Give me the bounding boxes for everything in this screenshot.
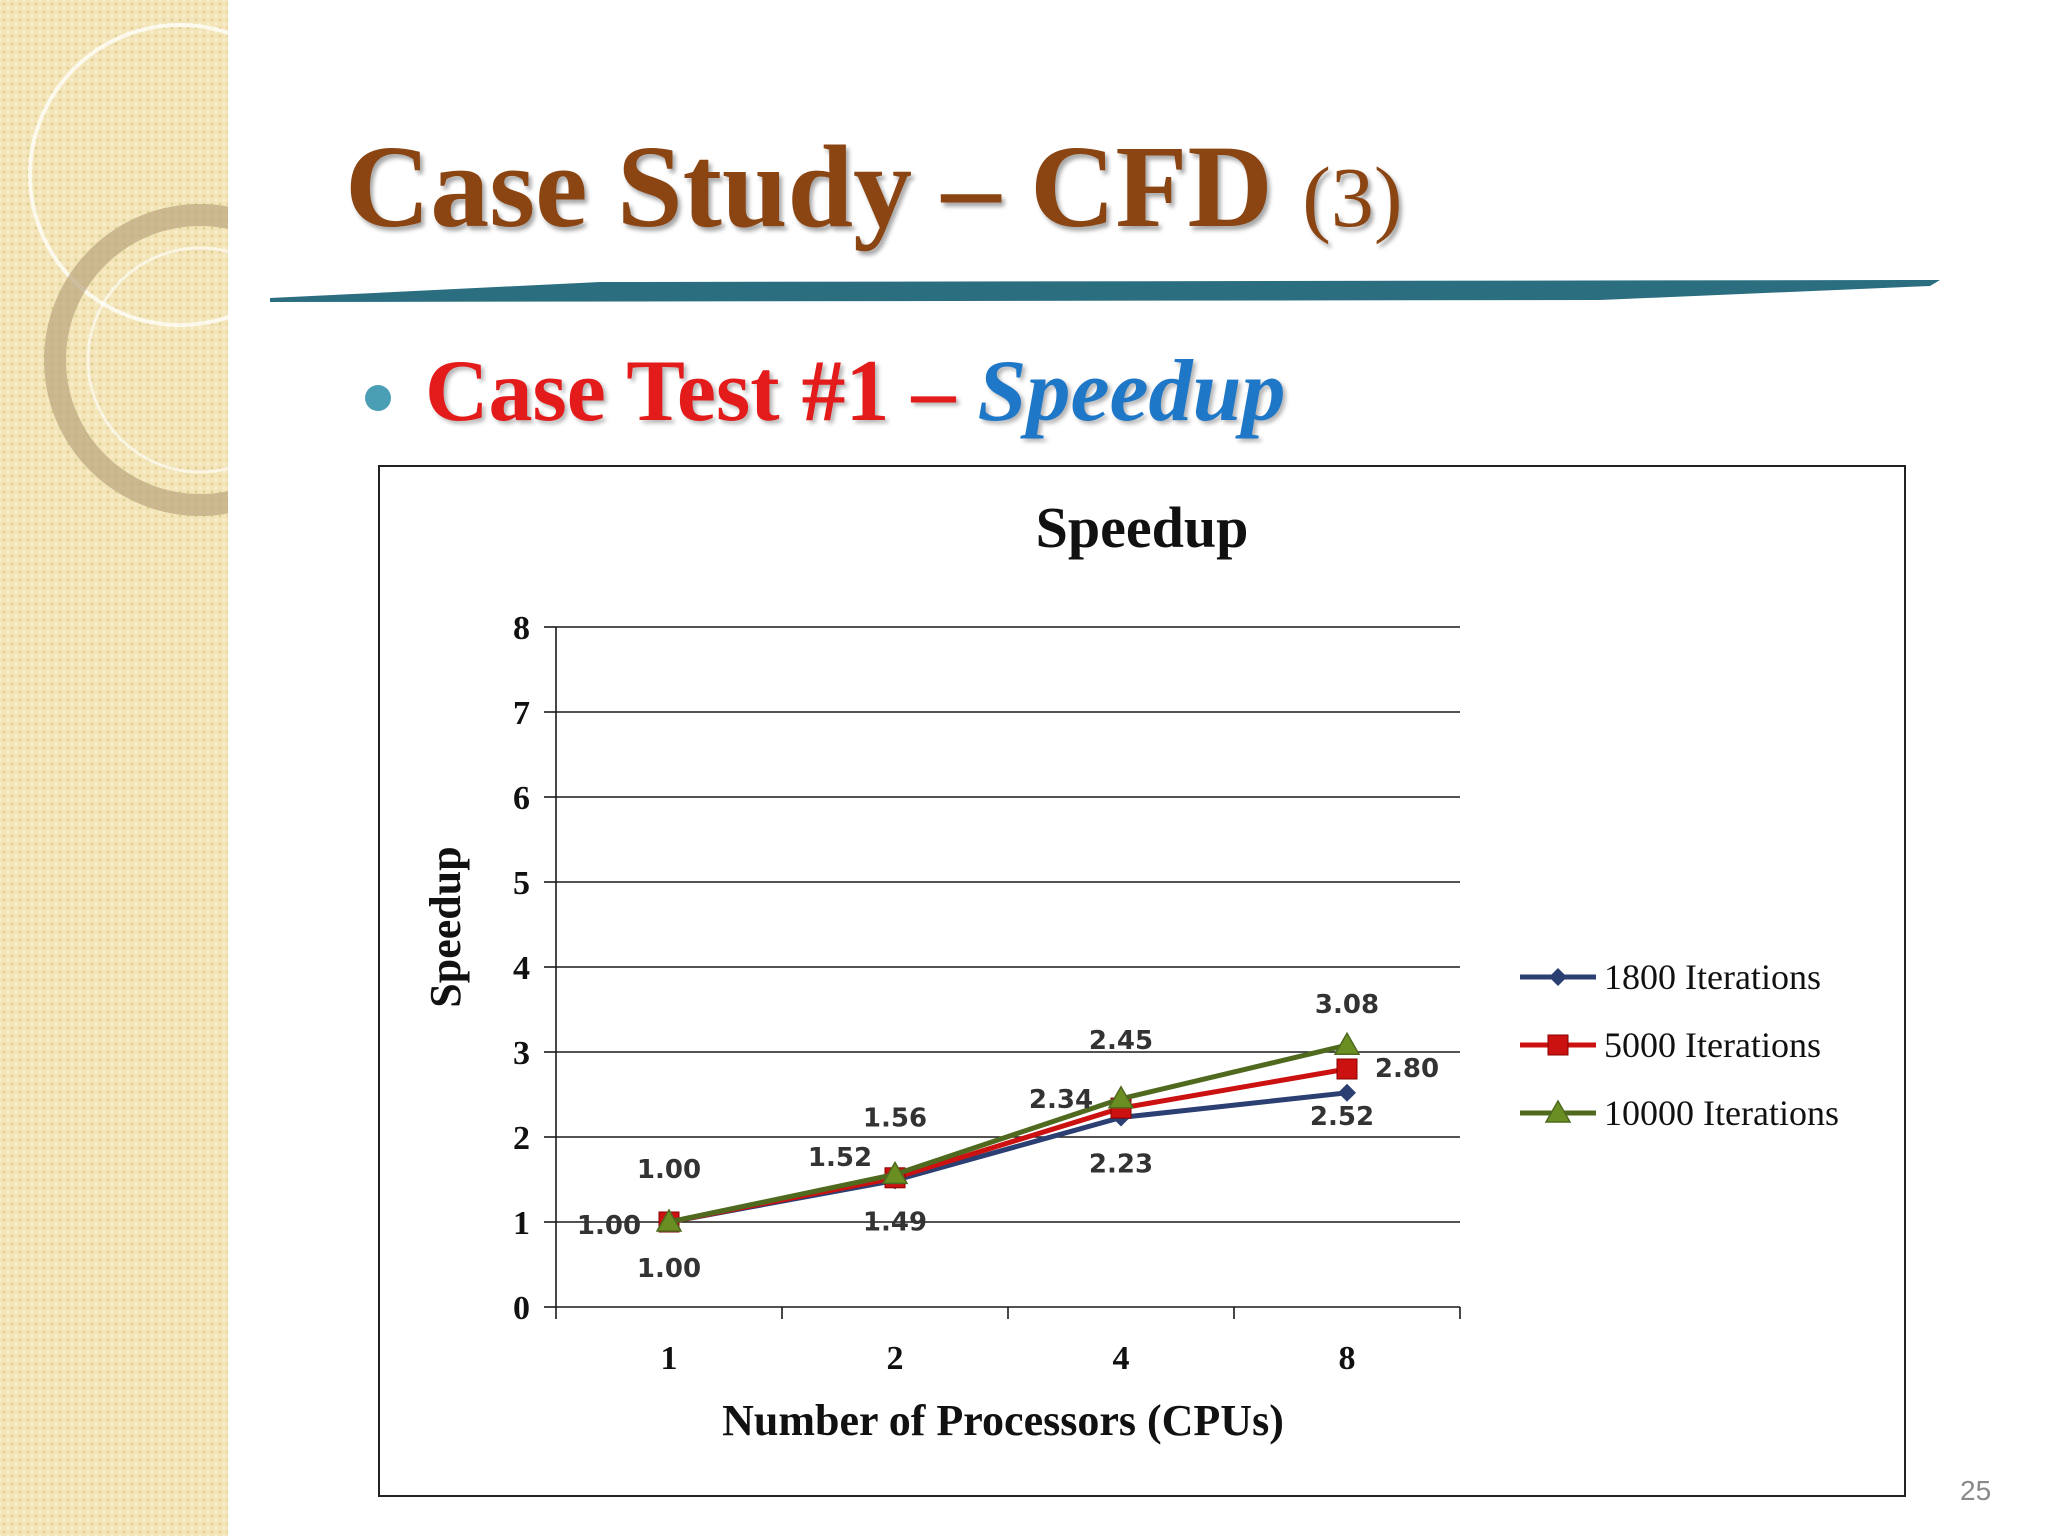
y-tick-label: 3 — [513, 1035, 530, 1072]
bullet-heading-red: Case Test #1 – — [425, 343, 956, 440]
legend: 1800 Iterations 5000 Iterations 10000 Iter… — [1520, 957, 1839, 1133]
data-labels: 1.00 1.49 2.23 2.52 1.00 1.52 2.34 2.80 1.00 1.56… — [577, 990, 1439, 1284]
bullet-heading-italic: Speedup — [977, 343, 1286, 440]
axes: 0 1 2 3 4 5 6 7 8 1 2 4 8 — [513, 610, 1461, 1377]
data-label: 3.08 — [1315, 990, 1379, 1020]
data-point — [1338, 1083, 1356, 1102]
data-label: 1.00 — [637, 1155, 701, 1185]
data-label: 1.52 — [808, 1143, 872, 1173]
decorative-sidebar — [0, 0, 228, 1536]
data-label: 1.49 — [863, 1207, 927, 1237]
legend-label: 10000 Iterations — [1604, 1093, 1839, 1133]
legend-label: 5000 Iterations — [1604, 1025, 1821, 1065]
data-label: 1.00 — [577, 1211, 641, 1241]
chart-frame: 0 1 2 3 4 5 6 7 8 1 2 4 8 1.00 1.49 2.23 2.52 1.00 1.52 2.… — [378, 465, 1906, 1497]
y-tick-label: 4 — [513, 950, 530, 987]
data-label: 1.00 — [637, 1254, 701, 1284]
y-tick-label: 7 — [513, 695, 530, 732]
x-tick-label: 2 — [887, 1340, 904, 1377]
slide-title: Case Study – CFD (3) — [345, 128, 1402, 246]
data-point — [655, 1208, 683, 1232]
data-label: 2.52 — [1310, 1102, 1374, 1132]
x-axis-title: Number of Processors (CPUs) — [722, 1396, 1284, 1445]
data-label: 2.45 — [1089, 1026, 1153, 1056]
slide-title-number: (3) — [1302, 149, 1403, 245]
data-label: 2.23 — [1089, 1149, 1153, 1179]
x-tick-label: 8 — [1339, 1340, 1356, 1377]
data-point — [1336, 1058, 1358, 1080]
series-lines — [655, 1031, 1361, 1233]
bullet-heading: Case Test #1 – Speedup — [425, 348, 1286, 436]
y-tick-label: 6 — [513, 780, 530, 817]
series-line-10000-iterations — [668, 1042, 1348, 1225]
title-underline — [270, 280, 1940, 302]
y-tick-label: 5 — [513, 865, 530, 902]
legend-label: 1800 Iterations — [1604, 957, 1821, 997]
y-tick-label: 1 — [513, 1205, 530, 1242]
grid-lines — [556, 626, 1460, 1223]
legend-marker — [1547, 1034, 1569, 1056]
y-tick-label: 8 — [513, 610, 530, 647]
data-point — [881, 1160, 909, 1185]
data-label: 2.80 — [1375, 1054, 1439, 1084]
x-tick-label: 4 — [1113, 1340, 1130, 1377]
legend-marker — [1544, 1099, 1572, 1123]
data-point — [1333, 1031, 1361, 1055]
y-tick-label: 2 — [513, 1120, 530, 1157]
data-point — [1107, 1085, 1135, 1109]
data-label: 1.56 — [863, 1103, 927, 1133]
legend-marker — [1549, 968, 1567, 986]
speedup-chart: 0 1 2 3 4 5 6 7 8 1 2 4 8 1.00 1.49 2.23 2.52 1.00 1.52 2.… — [421, 495, 1839, 1445]
slide-title-main: Case Study – CFD — [345, 121, 1273, 252]
slide-number: 25 — [1960, 1475, 1992, 1506]
decorative-rings — [28, 23, 228, 516]
x-tick-label: 1 — [661, 1340, 678, 1377]
bullet-icon — [365, 385, 391, 411]
data-label: 2.34 — [1029, 1085, 1093, 1115]
y-axis-title: Speedup — [421, 846, 470, 1007]
y-tick-label: 0 — [513, 1290, 530, 1327]
chart-title: Speedup — [1036, 495, 1249, 560]
